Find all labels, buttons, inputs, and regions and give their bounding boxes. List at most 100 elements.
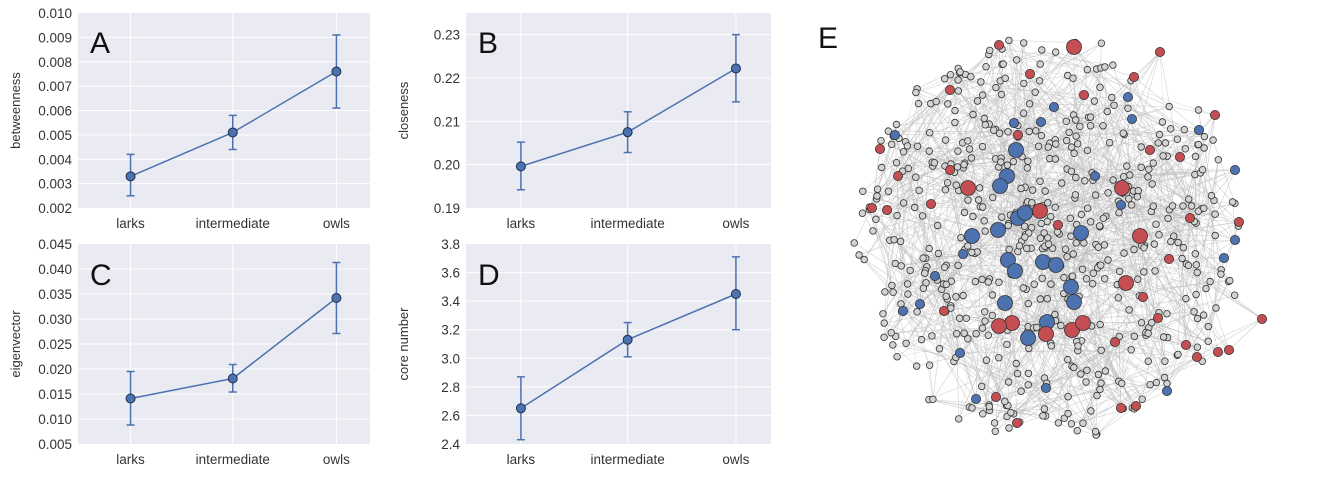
network-node [859,187,867,195]
network-node [1064,355,1072,364]
network-node [941,74,949,83]
network-edge [978,199,983,280]
network-node [1019,284,1027,292]
y-tick-label: 3.2 [441,323,460,338]
network-node [1051,203,1059,211]
network-node [1060,273,1068,282]
network-edge [975,206,983,400]
network-edge [1157,264,1197,319]
network-edge [1039,146,1072,182]
network-edge [1004,384,1029,402]
network-node [1167,237,1175,246]
network-edge [1183,201,1233,248]
network-edge [902,89,951,172]
network-edge [1118,211,1152,213]
data-point [622,334,633,345]
network-node [1015,242,1024,250]
network-node [1068,272,1077,280]
network-node [1164,214,1172,223]
panel-c: 0.005 0.010 0.015 0.020 0.025 0.030 0.035 0.040… [8,237,370,467]
y-tick-label: 0.22 [434,71,460,86]
network-node [954,261,962,270]
network-node [964,335,972,343]
network-edge [995,122,1015,159]
network-node [981,121,989,129]
network-node [1088,280,1097,288]
network-node [1024,369,1033,378]
y-tick-label: 0.003 [38,177,72,192]
lark-node [1007,263,1023,279]
network-node [1096,385,1104,394]
network-node [1100,275,1109,283]
network-node [1109,176,1117,184]
x-tick-label: owls [323,216,350,231]
network-edge [914,190,959,208]
network-edge [915,165,946,178]
network-node [1230,291,1239,299]
owl-node [939,305,950,316]
network-node [1083,366,1091,374]
network-node [1067,143,1076,151]
owl-node [1038,326,1054,342]
network-edge [1063,132,1070,278]
network-node [1004,221,1012,230]
network-node [960,329,968,337]
network-node [1161,357,1169,365]
network-node [1096,320,1104,329]
network-edge [1067,374,1099,397]
y-axis-label: closeness [396,81,411,139]
network-node [969,212,977,221]
owl-node [1079,90,1090,101]
network-node [954,147,962,155]
network-node [1146,381,1154,389]
network-node [1028,199,1036,207]
owl-node [991,318,1007,334]
owl-node [1118,275,1134,291]
owl-node [1013,129,1024,140]
network-node [942,292,950,300]
data-point [331,66,342,77]
network-node [979,410,987,418]
network-edge [964,249,1047,389]
network-node [977,78,985,86]
network-edge [945,189,981,207]
network-node [1038,46,1046,54]
network-edge [982,325,1000,414]
data-point [331,293,342,303]
network-node [913,362,921,370]
network-edge [969,406,1043,417]
y-tick-label: 0.015 [38,387,72,402]
y-tick-label: 3.8 [441,237,460,252]
lark-node [930,270,941,281]
network-edge [1071,276,1146,333]
network-node [1180,125,1188,134]
network-node [988,311,997,320]
network-node [1127,201,1136,209]
y-axis-label: core number [396,307,411,381]
network-edge [934,172,955,277]
network-edge [974,253,1000,283]
network-edge [1095,221,1240,245]
network-edge [1120,204,1127,283]
network-node [1069,250,1077,258]
network-edge [1055,143,1109,194]
network-node [899,148,908,156]
data-point [227,373,238,384]
network-edge [1154,208,1204,245]
network-edge [1128,309,1168,384]
network-edge [1006,286,1072,345]
network-edge [919,223,1009,305]
network-node [1057,321,1065,330]
owl-node [1257,313,1268,324]
network-edge [1006,333,1047,406]
network-node [960,160,968,169]
network-edge [975,336,1135,400]
network-edge [1017,217,1130,311]
network-edge [1045,302,1078,389]
y-tick-label: 0.005 [38,128,72,143]
network-edge [949,89,986,126]
network-node [1115,267,1124,276]
network-node [990,126,998,134]
network-edge [957,79,1042,123]
network-node [953,163,962,171]
